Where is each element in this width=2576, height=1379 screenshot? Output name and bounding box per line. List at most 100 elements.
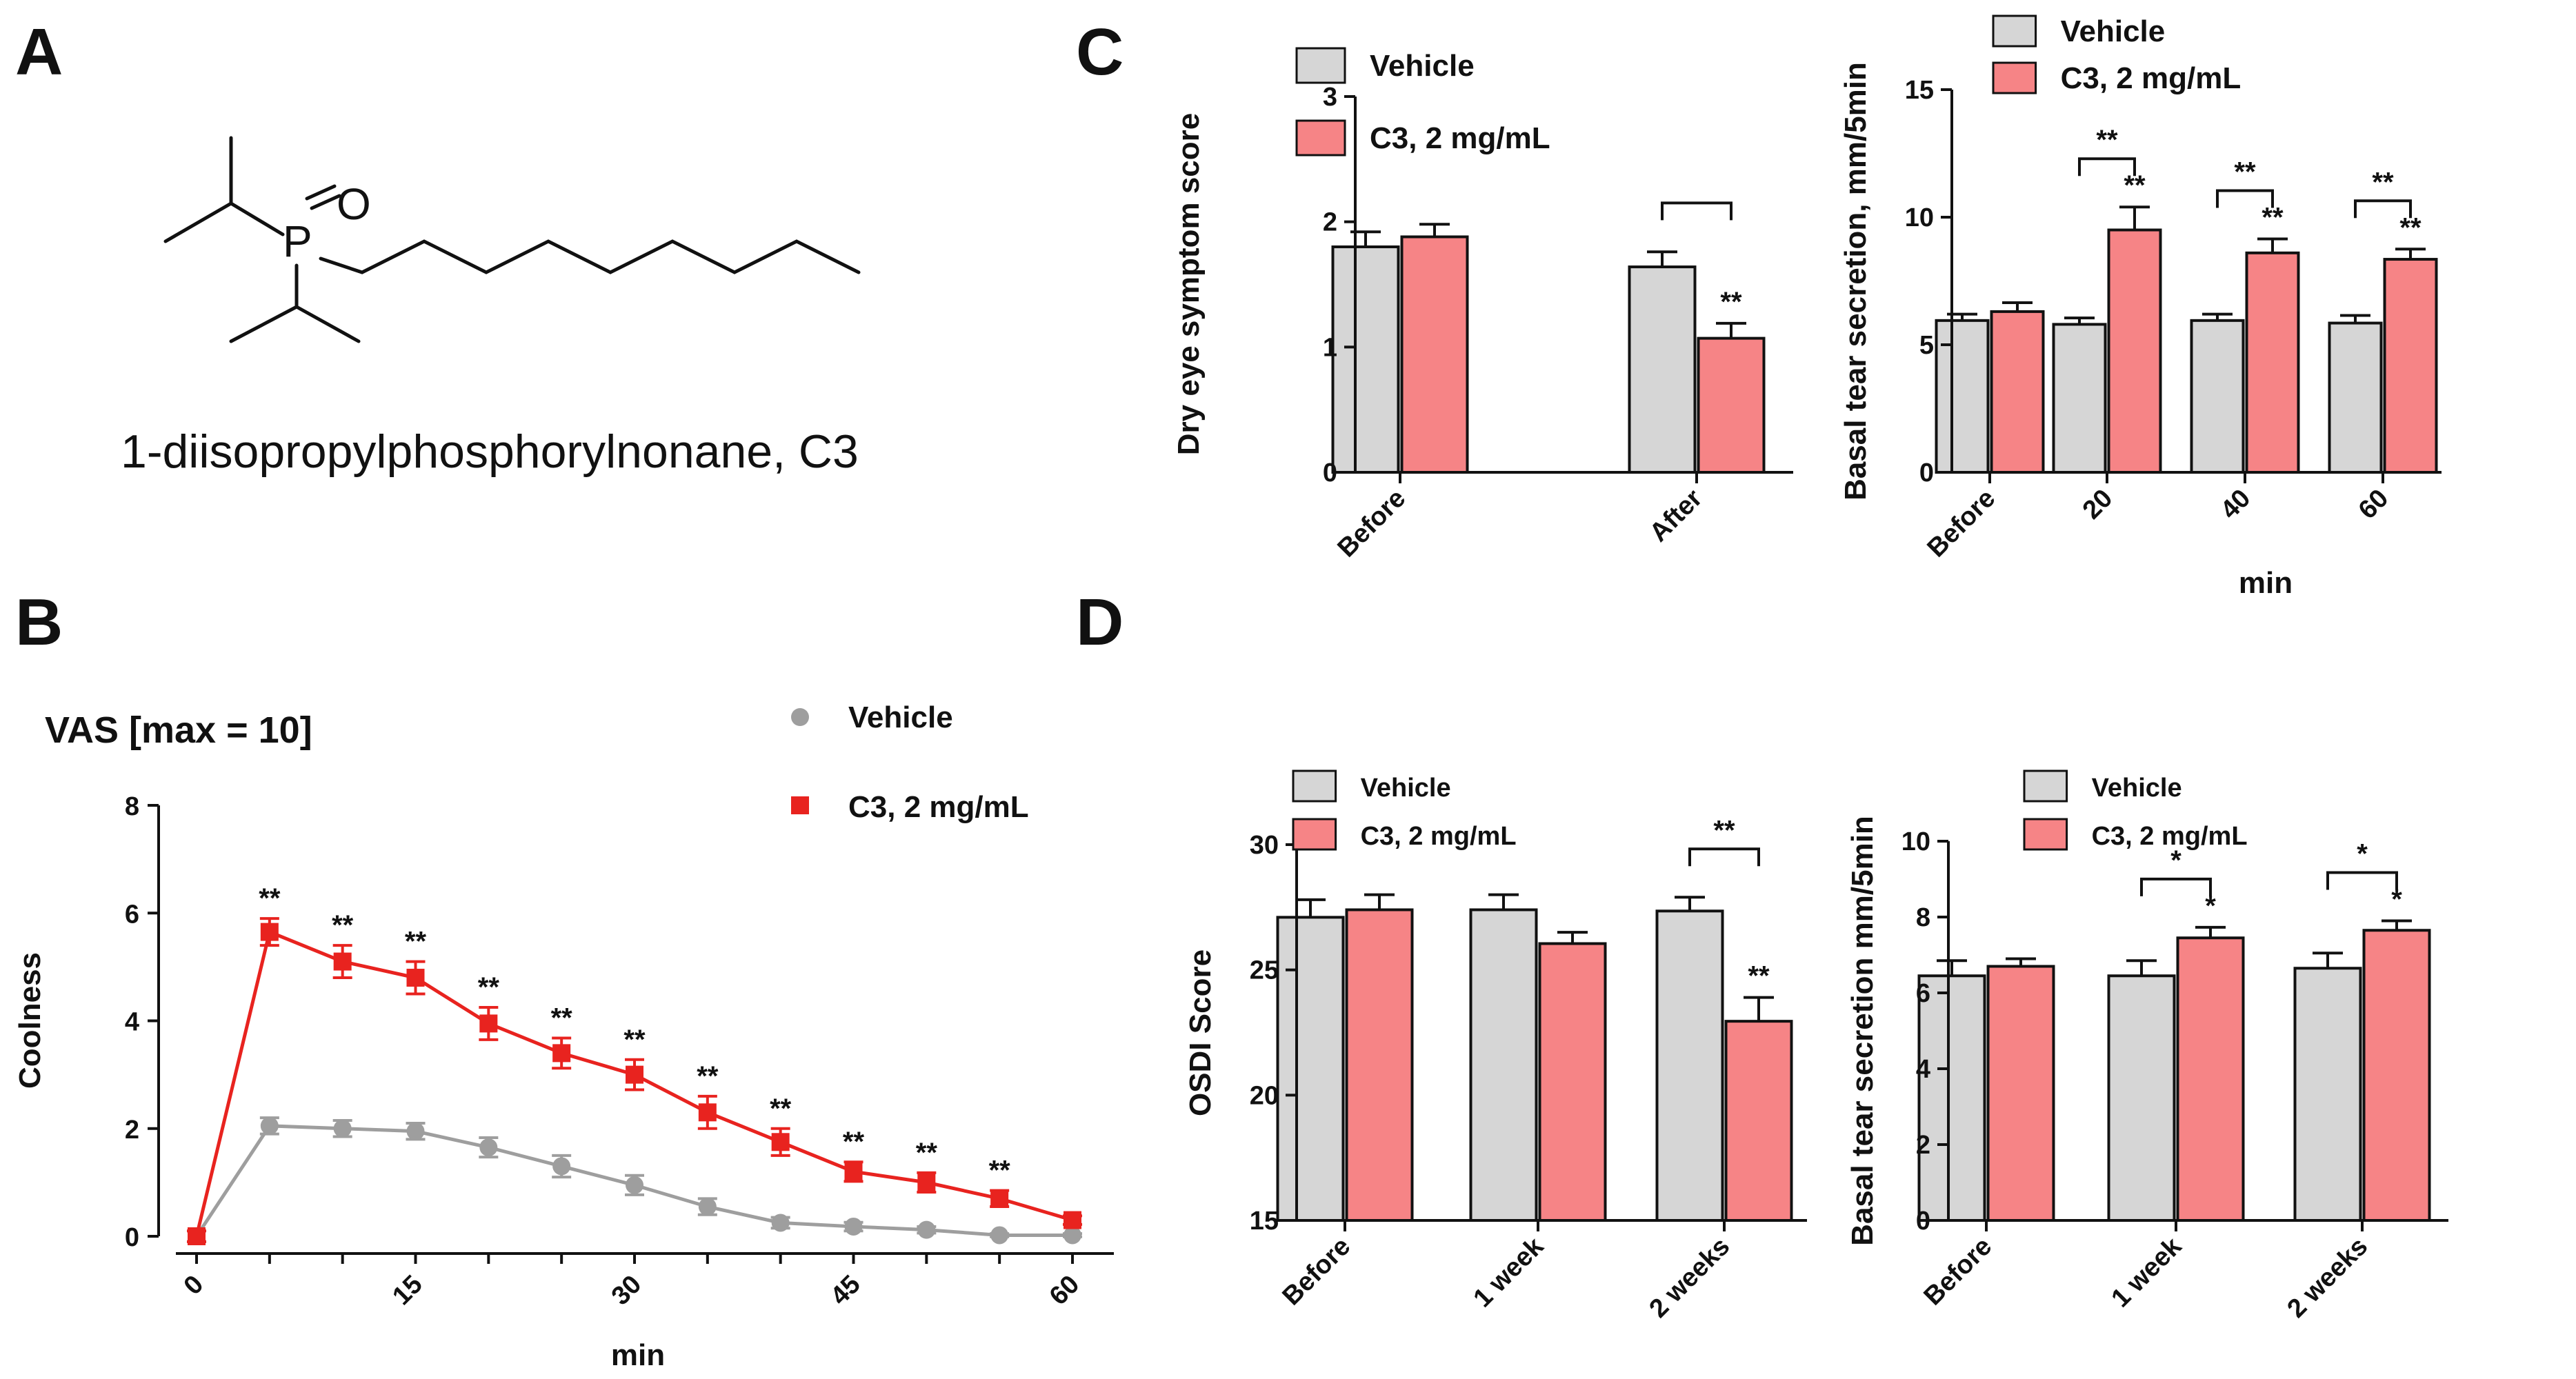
y-tick-label: 6: [1916, 979, 1930, 1008]
y-tick-label: 8: [1916, 903, 1930, 932]
data-point-vehicle: [698, 1198, 717, 1216]
y-tick-label: 15: [1250, 1207, 1279, 1236]
chart-d-basal-tear: 0 2 4 6 8 10 Before 1 week 2 weeks Basal tear sec…: [1846, 769, 2448, 1324]
y-tick-label: 0: [1323, 459, 1337, 487]
legend-label: Vehicle: [1370, 49, 1475, 83]
legend-label: C3, 2 mg/mL: [1361, 822, 1517, 851]
data-point-vehicle: [479, 1138, 498, 1157]
y-tick-label: 2: [125, 1116, 139, 1145]
significance-mark: **: [770, 1094, 792, 1124]
chart-d-osdi-score: 15 20 25 30 Before 1 week 2 weeks OSDI Score Veh…: [1184, 769, 1807, 1323]
bar-c3-2: [2362, 929, 2431, 1222]
legend-swatch: [1295, 47, 1346, 84]
significance-mark: **: [2399, 212, 2422, 243]
data-point-c3: [260, 923, 279, 941]
bar-c3-2: [2245, 251, 2300, 474]
y-tick-label: 15: [1905, 76, 1934, 105]
x-tick-label: 60: [2353, 484, 2395, 525]
bar-vehicle-1: [2052, 323, 2107, 474]
significance-mark: **: [551, 1003, 573, 1034]
y-tick-label: 25: [1250, 956, 1279, 985]
significance-bracket: [1661, 201, 1733, 221]
y-tick-label: 6: [125, 900, 139, 929]
significance-bracket: [2216, 189, 2274, 208]
x-tick-label: Before: [1277, 1232, 1357, 1311]
y-axis-label: Dry eye symptom score: [1172, 113, 1206, 455]
bar-vehicle-1: [2107, 974, 2176, 1222]
significance-mark: **: [1748, 961, 1770, 992]
significance-bracket: [2140, 877, 2212, 896]
bar-c3-1: [2176, 936, 2245, 1222]
bond: [229, 305, 299, 343]
bar-c3-2: [1724, 1020, 1793, 1222]
significance-mark: **: [2124, 170, 2146, 201]
chart-b-coolness: 0 2 4 6 8 0 15 30 45 60 min Coolness VAS [max = 10] *…: [13, 701, 1114, 1372]
data-point-vehicle: [260, 1116, 279, 1135]
significance-mark: **: [989, 1156, 1011, 1186]
legend-swatch: [1992, 14, 2037, 48]
x-tick-label: 1 week: [2106, 1231, 2188, 1313]
y-axis-label: OSDI Score: [1184, 949, 1217, 1116]
y-tick-label: 30: [1250, 831, 1279, 860]
bond-double: [310, 194, 341, 210]
data-point-vehicle: [844, 1217, 863, 1236]
panel-letter-a: A: [15, 15, 63, 89]
panel-letter-b: B: [15, 585, 63, 659]
bar-c3-1: [1538, 942, 1607, 1222]
significance-mark: *: [2170, 845, 2181, 876]
legend-swatch: [1295, 119, 1346, 157]
significance-mark: **: [1720, 287, 1742, 317]
bond: [294, 305, 361, 343]
x-tick-label: Before: [1332, 484, 1412, 563]
x-tick-label: 30: [606, 1270, 648, 1311]
significance-bracket: [2326, 871, 2398, 890]
y-tick-label: 4: [1916, 1055, 1930, 1084]
x-tick-label: 2 weeks: [2282, 1232, 2374, 1324]
x-tick-label: 15: [387, 1270, 428, 1311]
y-tick-label: 1: [1323, 333, 1337, 362]
data-point-c3: [771, 1133, 790, 1151]
data-point-vehicle: [771, 1214, 790, 1232]
panel-letter-d: D: [1076, 585, 1124, 659]
significance-mark: **: [2096, 125, 2118, 155]
x-tick-label: 45: [825, 1270, 866, 1311]
bar-vehicle-0: [1917, 974, 1986, 1222]
legend-label: Vehicle: [2061, 14, 2166, 48]
significance-mark: **: [2372, 167, 2394, 197]
bar-vehicle-0: [1935, 319, 1990, 474]
bar-c3-0: [1990, 310, 2045, 474]
significance-mark: **: [2234, 157, 2256, 187]
significance-mark: **: [623, 1025, 646, 1055]
y-tick-label: 0: [1919, 459, 1934, 487]
bond: [229, 201, 285, 236]
x-tick-label: 20: [2077, 484, 2119, 525]
bar-c3-0: [1345, 908, 1414, 1222]
legend-label: Vehicle: [848, 701, 953, 734]
x-axis-label: min: [2239, 566, 2293, 600]
phosphorus-atom: P: [283, 217, 312, 266]
x-tick-label: Before: [1922, 484, 2001, 563]
chart-c-basal-tear: 0 5 10 15 Before 20 40 60 Basal tear secretion, …: [1839, 14, 2442, 600]
bar-vehicle-2: [2190, 319, 2245, 474]
significance-mark: **: [2262, 202, 2284, 232]
bond-double: [305, 184, 337, 201]
y-tick-label: 3: [1323, 83, 1337, 112]
legend-swatch-c3: [791, 796, 809, 814]
data-point-c3: [917, 1173, 936, 1191]
y-tick-label: 0: [1916, 1207, 1930, 1236]
y-axis-label: Basal tear secretion, mm/5min: [1839, 62, 1873, 501]
bar-vehicle-2: [1655, 909, 1724, 1222]
y-tick-label: 20: [1250, 1081, 1279, 1110]
significance-bracket: [2078, 157, 2136, 177]
legend-label: C3, 2 mg/mL: [848, 790, 1029, 824]
y-tick-label: 5: [1919, 331, 1934, 360]
data-point-vehicle: [552, 1157, 571, 1176]
data-point-c3: [188, 1227, 206, 1245]
oxygen-atom: O: [337, 179, 371, 229]
data-point-vehicle: [406, 1122, 425, 1140]
y-tick-label: 0: [125, 1223, 139, 1252]
significance-mark: **: [332, 910, 354, 940]
bar-c3-0: [1400, 235, 1469, 474]
panel-letter-c: C: [1076, 15, 1124, 89]
